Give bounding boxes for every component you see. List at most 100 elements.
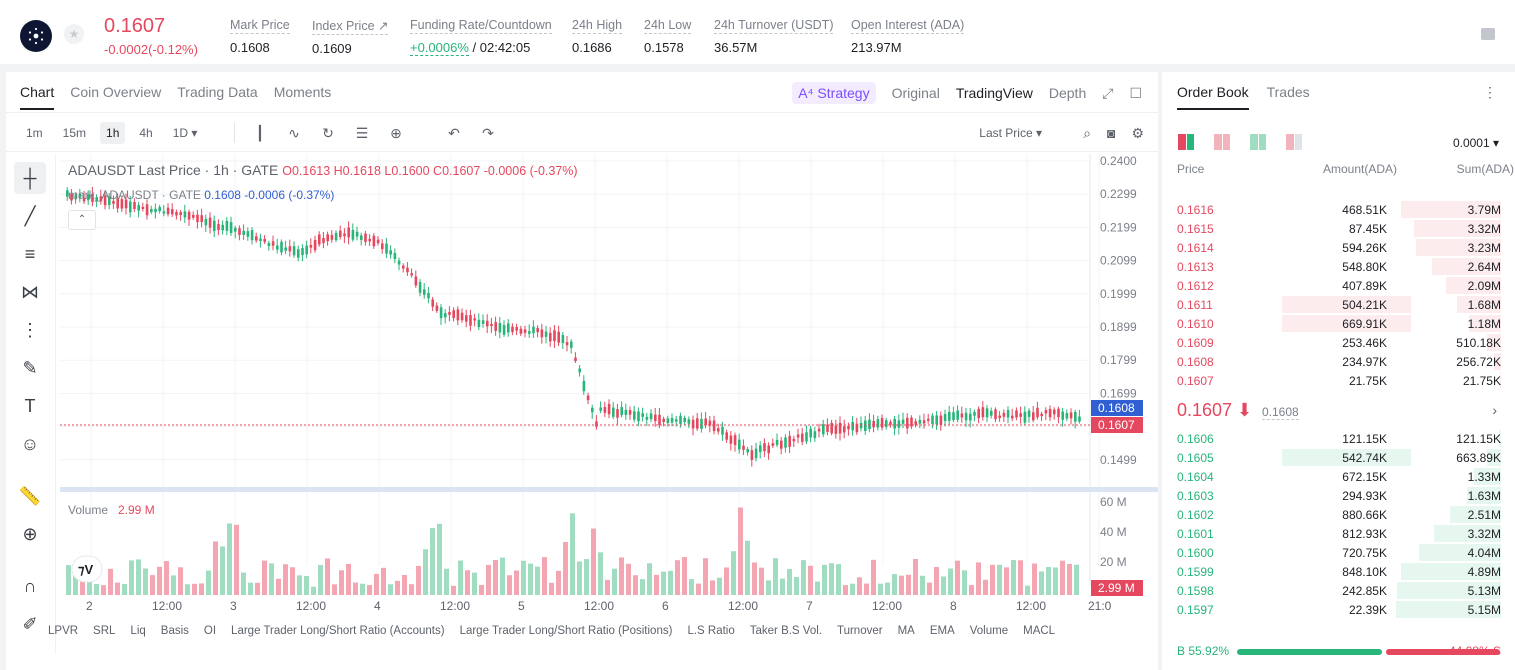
ask-row[interactable]: 0.1613 548.80K 2.64M [1162,257,1515,276]
indicator-1[interactable]: SRL [93,625,116,637]
indicator-11[interactable]: EMA [929,625,955,637]
indicator-13[interactable]: MACL [1023,625,1056,637]
bid-row[interactable]: 0.1600 720.75K 4.04M [1162,543,1515,562]
tab-trading-data[interactable]: Trading Data [177,84,258,100]
ask-row[interactable]: 0.1615 87.45K 3.32M [1162,219,1515,238]
candle-body [141,206,145,209]
price-source-select[interactable]: Last Price ▾ [979,126,1042,140]
tab-order-book[interactable]: Order Book [1177,84,1249,110]
bid-row[interactable]: 0.1604 672.15K 1.33M [1162,467,1515,486]
indicator-8[interactable]: Taker B.S Vol. [749,625,822,637]
refresh-icon[interactable]: ↻ [322,125,334,141]
candle-type-icon[interactable]: ┃ [255,125,265,141]
candle-body [1069,412,1073,419]
ask-row[interactable]: 0.1608 234.97K 256.72K [1162,352,1515,371]
tab-depth[interactable]: Depth [1048,85,1087,101]
asks-view-icon[interactable] [1214,134,1230,150]
ask-row[interactable]: 0.1610 669.91K 1.18M [1162,314,1515,333]
redo-icon[interactable]: ↷ [482,125,494,141]
expand-icon[interactable]: ⤢ [1102,84,1114,101]
interval-1d[interactable]: 1D ▾ [172,126,198,140]
split-view-icon[interactable] [1286,134,1302,150]
indicator-4[interactable]: OI [203,625,217,637]
ask-row[interactable]: 0.1612 407.89K 2.09M [1162,276,1515,295]
interval-15m[interactable]: 15m [62,126,87,140]
volume-bar [381,567,386,595]
both-view-icon[interactable] [1178,134,1194,150]
bid-row[interactable]: 0.1601 812.93K 3.32M [1162,524,1515,543]
bid-row[interactable]: 0.1602 880.66K 2.51M [1162,505,1515,524]
chevron-up-icon[interactable]: ⌃ [68,210,96,230]
candle-body [355,231,359,237]
indicator-5[interactable]: Large Trader Long/Short Ratio (Accounts) [231,625,445,637]
ask-row[interactable]: 0.1607 21.75K 21.75K [1162,371,1515,390]
ruler-icon[interactable]: 📏 [18,486,42,506]
window-icon[interactable]: ☐ [1129,84,1142,101]
ask-row[interactable]: 0.1616 468.51K 3.79M [1162,200,1515,219]
indicator-9[interactable]: Turnover [836,625,883,637]
bid-row[interactable]: 0.1597 22.39K 5.15M [1162,600,1515,619]
candle-body [91,193,94,202]
stat-label[interactable]: Index Price ↗ [312,19,389,35]
interval-4h[interactable]: 4h [139,126,153,140]
tab-original[interactable]: Original [891,85,940,101]
tab-trades[interactable]: Trades [1266,84,1310,100]
camera-icon[interactable]: ◙ [1106,125,1116,141]
interval-1h[interactable]: 1h [100,122,126,144]
precision-select[interactable]: 0.0001 ▾ [1452,136,1499,150]
ask-row[interactable]: 0.1611 504.21K 1.68M [1162,295,1515,314]
settings-list-icon[interactable]: ☰ [355,125,369,141]
candlestick-chart[interactable]: 0.2400 0.2299 0.2199 0.2099 0.1999 0.1899 0.17… [60,154,1158,614]
indicator-7[interactable]: L.S Ratio [687,625,735,637]
brush-icon[interactable]: ✎ [22,358,38,378]
candle-body [502,325,506,335]
bid-row[interactable]: 0.1606 121.15K 121.15K [1162,429,1515,448]
bid-row[interactable]: 0.1599 848.10K 4.89M [1162,562,1515,581]
book-icon[interactable] [1481,28,1495,40]
indicators-icon[interactable]: ∿ [288,125,300,141]
indicator-3[interactable]: Basis [160,625,189,637]
candle-body [1040,413,1043,417]
tab-coin-overview[interactable]: Coin Overview [70,84,162,100]
indicator-12[interactable]: Volume [969,625,1009,637]
gear-icon[interactable]: ⚙ [1131,125,1144,141]
chevron-right-icon[interactable]: › [1492,402,1497,418]
interval-1m[interactable]: 1m [26,126,43,140]
ask-row[interactable]: 0.1609 253.46K 510.18K [1162,333,1515,352]
ask-row[interactable]: 0.1614 594.26K 3.23M [1162,238,1515,257]
tab-moments[interactable]: Moments [273,84,332,100]
order-price: 0.1615 [1177,222,1214,236]
volume-bar [283,564,288,595]
favorite-star-icon[interactable]: ★ [64,24,84,44]
tab-tradingview[interactable]: TradingView [955,85,1033,101]
undo-icon[interactable]: ↶ [448,125,460,141]
horizontal-lines-icon[interactable]: ≡ [24,244,36,264]
tab-chart[interactable]: Chart [20,84,54,110]
pattern-icon[interactable]: ⋈ [21,282,39,302]
bids-view-icon[interactable] [1250,134,1266,150]
add-indicator-icon[interactable]: ⊕ [390,125,402,141]
zoom-in-icon[interactable]: ⊕ [22,524,38,544]
bid-row[interactable]: 0.1598 242.85K 5.13M [1162,581,1515,600]
indicator-6[interactable]: Large Trader Long/Short Ratio (Positions… [459,625,673,637]
bid-row[interactable]: 0.1603 294.93K 1.63M [1162,486,1515,505]
volume-bar [1046,566,1051,595]
magnet-icon[interactable]: ∩ [23,576,37,596]
indicator-0[interactable]: LPVR [48,625,79,637]
crosshair-icon[interactable]: ┼ [14,162,46,194]
text-icon[interactable]: T [24,396,36,416]
strategy-button[interactable]: A⁴ Strategy [792,82,876,104]
stat-label[interactable]: Mark Price [230,18,290,34]
more-icon[interactable]: ⋮ [1483,84,1497,100]
indicator-2[interactable]: Liq [130,625,146,637]
trendline-icon[interactable]: ╱ [24,206,36,226]
bid-row[interactable]: 0.1605 542.74K 663.89K [1162,448,1515,467]
search-icon[interactable]: ⌕ [1083,125,1091,141]
chart-svg[interactable]: 0.2400 0.2299 0.2199 0.2099 0.1999 0.1899 0.17… [60,154,1158,614]
volume-bar [465,570,470,595]
pencil-lock-icon[interactable]: ✐ [22,614,38,634]
stat-label[interactable]: Funding Rate/Countdown [410,18,552,34]
fib-icon[interactable]: ⋮ [21,320,39,340]
indicator-10[interactable]: MA [897,625,915,637]
emoji-icon[interactable]: ☺ [20,434,40,454]
